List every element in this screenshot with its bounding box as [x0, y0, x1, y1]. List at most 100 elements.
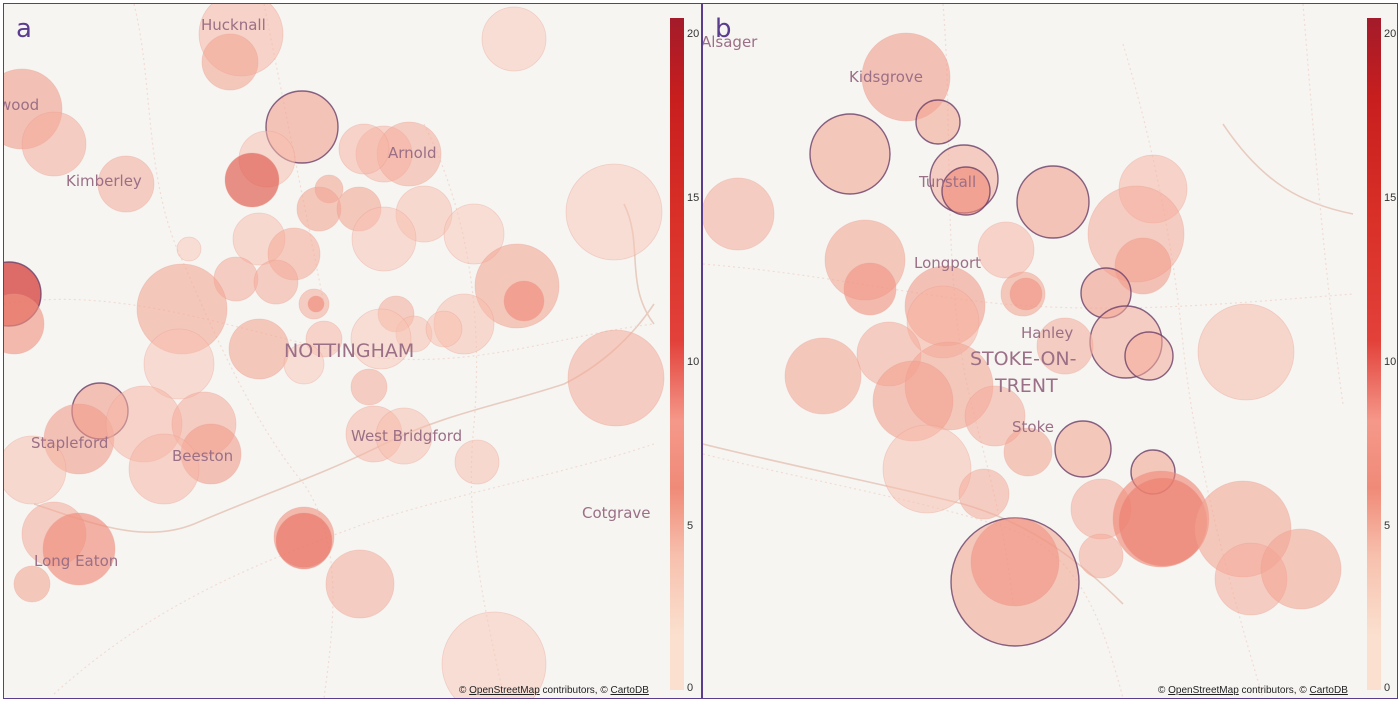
- incident-circle[interactable]: [1016, 165, 1090, 239]
- incident-circle[interactable]: [253, 259, 299, 305]
- place-label: Kidsgrove: [849, 68, 923, 86]
- panel-label-b: b: [715, 14, 732, 44]
- road-line: [133, 4, 334, 698]
- colorbar-tick: 20: [1384, 28, 1397, 40]
- map-panel-a[interactable]: Hucknall wood Arnold Kimberley NOTTINGHAM Wes…: [3, 3, 702, 699]
- incident-circle[interactable]: [42, 512, 116, 586]
- place-label: TRENT: [994, 375, 1058, 397]
- place-label: Hucknall: [201, 16, 266, 34]
- incident-circle[interactable]: [703, 177, 775, 251]
- osm-link[interactable]: OpenStreetMap: [1168, 685, 1239, 696]
- colorbar-tick: 20: [687, 28, 700, 40]
- incident-circle[interactable]: [296, 186, 342, 232]
- place-label: Cotgrave: [582, 504, 651, 522]
- place-label: Arnold: [388, 144, 437, 162]
- road-line: [423, 123, 505, 698]
- incident-circle[interactable]: [882, 424, 972, 514]
- place-label: NOTTINGHAM: [284, 340, 414, 362]
- incident-circle[interactable]: [941, 166, 991, 216]
- incident-circle[interactable]: [228, 318, 290, 380]
- osm-link[interactable]: OpenStreetMap: [469, 685, 540, 696]
- incident-circle[interactable]: [375, 407, 433, 465]
- incident-circle[interactable]: [325, 549, 395, 619]
- colorbar-a: [670, 18, 684, 690]
- place-label: Longport: [914, 254, 981, 272]
- incident-circle[interactable]: [4, 293, 45, 355]
- incident-circle[interactable]: [1124, 331, 1174, 381]
- incident-circle[interactable]: [4, 435, 67, 505]
- incident-circle[interactable]: [454, 439, 500, 485]
- incident-circle[interactable]: [503, 280, 545, 322]
- panel-label-a: a: [16, 14, 32, 44]
- colorbar-b: [1367, 18, 1381, 690]
- incident-circle[interactable]: [351, 206, 417, 272]
- incident-circle[interactable]: [1197, 303, 1295, 401]
- place-label: Kimberley: [66, 172, 142, 190]
- map-canvas-a[interactable]: Hucknall wood Arnold Kimberley NOTTINGHAM Wes…: [4, 4, 701, 698]
- incident-circle[interactable]: [1118, 477, 1208, 567]
- incident-circle[interactable]: [338, 123, 390, 175]
- incident-circle[interactable]: [861, 32, 951, 122]
- incident-circle[interactable]: [13, 565, 51, 603]
- incident-circle[interactable]: [977, 221, 1035, 279]
- road-line: [1122, 43, 1264, 698]
- river-line: [1222, 123, 1354, 215]
- incident-circle[interactable]: [1114, 237, 1172, 295]
- place-label: wood: [4, 96, 39, 114]
- incident-circle[interactable]: [350, 368, 388, 406]
- incident-circle[interactable]: [915, 99, 961, 145]
- incident-circle[interactable]: [958, 468, 1010, 520]
- incident-circle[interactable]: [1260, 528, 1342, 610]
- colorbar-tick: 0: [687, 682, 694, 694]
- colorbar-tick: 15: [1384, 192, 1397, 204]
- incident-circle[interactable]: [964, 385, 1026, 447]
- carto-link[interactable]: CartoDB: [1309, 685, 1348, 696]
- incident-circle[interactable]: [1078, 533, 1124, 579]
- incident-circle[interactable]: [201, 33, 259, 91]
- incident-circle[interactable]: [176, 236, 202, 262]
- place-label: Stapleford: [31, 434, 108, 452]
- incident-circle[interactable]: [809, 113, 891, 195]
- incident-circle[interactable]: [1036, 317, 1094, 375]
- incident-circle[interactable]: [1054, 420, 1112, 478]
- colorbar-tick: 15: [687, 192, 700, 204]
- incident-circle[interactable]: [21, 111, 87, 177]
- incident-circle[interactable]: [97, 155, 155, 213]
- place-label: Long Eaton: [34, 552, 118, 570]
- place-label: Beeston: [172, 447, 233, 465]
- incident-circle[interactable]: [481, 6, 547, 72]
- attribution-text: contributors,: [542, 685, 598, 696]
- map-attribution: © OpenStreetMap contributors, © CartoDB: [459, 685, 649, 696]
- incident-circle[interactable]: [283, 343, 325, 385]
- incident-circle[interactable]: [275, 512, 333, 570]
- incident-circle[interactable]: [567, 329, 665, 427]
- colorbar-tick: 10: [1384, 356, 1397, 368]
- map-canvas-b[interactable]: Alsager Kidsgrove Tunstall Longport Hanley ST…: [703, 4, 1397, 698]
- incident-circle[interactable]: [443, 203, 505, 265]
- incident-circle[interactable]: [425, 310, 463, 348]
- map-attribution: © OpenStreetMap contributors, © CartoDB: [1158, 685, 1348, 696]
- road-line: [703, 263, 1354, 309]
- incident-circle[interactable]: [1009, 277, 1043, 311]
- incident-circle[interactable]: [143, 328, 215, 400]
- place-label: Tunstall: [918, 173, 976, 191]
- incident-circle[interactable]: [307, 295, 325, 313]
- place-label: West Bridgford: [351, 427, 462, 445]
- incident-circle[interactable]: [441, 611, 547, 698]
- place-label: STOKE-ON-: [970, 348, 1077, 370]
- map-panel-b[interactable]: Alsager Kidsgrove Tunstall Longport Hanley ST…: [702, 3, 1398, 699]
- incident-circle[interactable]: [128, 433, 200, 505]
- incident-circle[interactable]: [843, 262, 897, 316]
- incident-circle[interactable]: [970, 517, 1060, 607]
- incident-circle[interactable]: [224, 152, 280, 208]
- incident-circle[interactable]: [1003, 427, 1053, 477]
- incident-circle[interactable]: [784, 337, 862, 415]
- place-label: Alsager: [703, 33, 758, 51]
- incident-circle[interactable]: [565, 163, 663, 261]
- colorbar-tick: 0: [1384, 682, 1391, 694]
- road-line: [1302, 4, 1344, 405]
- place-label: Hanley: [1021, 324, 1073, 342]
- carto-link[interactable]: CartoDB: [610, 685, 649, 696]
- road-line: [4, 298, 655, 361]
- incident-circle[interactable]: [350, 308, 412, 370]
